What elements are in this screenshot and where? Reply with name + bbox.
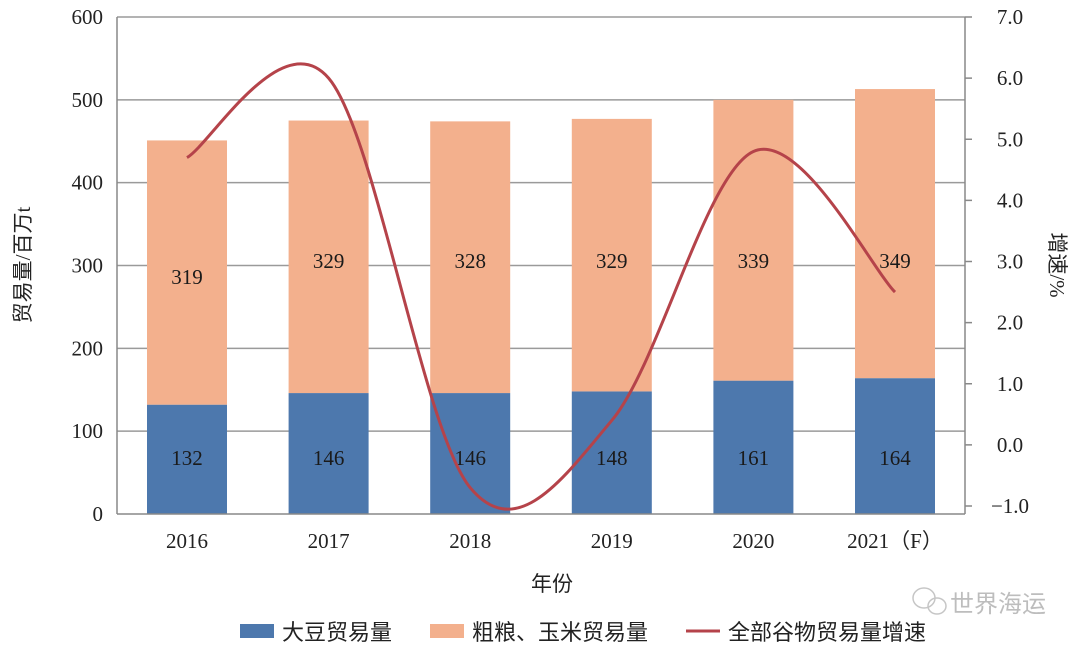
legend-swatch-coarse-grain xyxy=(430,624,464,638)
y2-tick-label: 2.0 xyxy=(997,311,1023,335)
bar-soybean xyxy=(855,378,935,514)
y2-tick-label: 0.0 xyxy=(997,433,1023,457)
data-label-soybean: 146 xyxy=(313,446,345,470)
bar-coarse-grain xyxy=(855,89,935,379)
bar-coarse-grain xyxy=(571,118,652,392)
y2-tick-label: −1.0 xyxy=(991,494,1029,518)
legend-label-soybean: 大豆贸易量 xyxy=(282,620,392,645)
data-label-coarse-grain: 319 xyxy=(171,265,203,289)
bar-soybean xyxy=(288,393,369,514)
legend: 大豆贸易量 粗粮、玉米贸易量 全部谷物贸易量增速 xyxy=(240,620,926,645)
data-label-coarse-grain: 349 xyxy=(879,249,911,273)
y2-axis-label: 增速/% xyxy=(1045,232,1069,297)
y-tick-label: 600 xyxy=(72,5,104,29)
bar-coarse-grain xyxy=(288,120,369,394)
legend-label-coarse-grain: 粗粮、玉米贸易量 xyxy=(472,620,648,645)
bar-coarse-grain xyxy=(430,121,511,394)
y-tick-label: 500 xyxy=(72,88,104,112)
x-tick-label: 2019 xyxy=(591,529,633,553)
bar-coarse-grain xyxy=(713,99,794,381)
data-label-soybean: 164 xyxy=(879,446,911,470)
y2-tick-label: 4.0 xyxy=(997,188,1023,212)
x-tick-label: 2018 xyxy=(449,529,491,553)
bar-coarse-grain xyxy=(147,140,227,405)
x-axis-label: 年份 xyxy=(531,572,573,596)
data-label-soybean: 148 xyxy=(596,446,628,470)
data-label-soybean: 161 xyxy=(738,446,770,470)
y-tick-label: 0 xyxy=(93,502,104,526)
watermark-text: 世界海运 xyxy=(950,590,1046,618)
data-label-soybean: 132 xyxy=(171,446,203,470)
y-tick-label: 100 xyxy=(72,419,104,443)
bar-soybean xyxy=(713,380,794,514)
data-label-coarse-grain: 328 xyxy=(454,249,486,273)
data-label-soybean: 146 xyxy=(454,446,486,470)
y-tick-label: 300 xyxy=(72,254,104,278)
x-tick-label: 2021（F） xyxy=(847,529,943,553)
legend-swatch-soybean xyxy=(240,624,274,638)
y2-tick-label: 1.0 xyxy=(997,372,1023,396)
data-label-coarse-grain: 329 xyxy=(313,249,345,273)
x-tick-label: 2017 xyxy=(308,529,350,553)
data-label-coarse-grain: 329 xyxy=(596,249,628,273)
y2-tick-label: 6.0 xyxy=(997,66,1023,90)
y2-tick-label: 7.0 xyxy=(997,5,1023,29)
y2-tick-label: 5.0 xyxy=(997,127,1023,151)
growth-line xyxy=(186,62,897,511)
y-axis-label: 贸易量/百万t xyxy=(11,207,35,324)
bar-soybean xyxy=(147,404,227,514)
x-tick-label: 2020 xyxy=(732,529,774,553)
x-tick-label: 2016 xyxy=(166,529,208,553)
y2-tick-label: 3.0 xyxy=(997,250,1023,274)
bar-soybean xyxy=(430,393,511,514)
watermark: 世界海运 xyxy=(912,587,1046,618)
y-tick-label: 200 xyxy=(72,336,104,360)
legend-label-growth: 全部谷物贸易量增速 xyxy=(728,620,926,645)
y-tick-label: 400 xyxy=(72,171,104,195)
data-label-coarse-grain: 339 xyxy=(738,249,770,273)
